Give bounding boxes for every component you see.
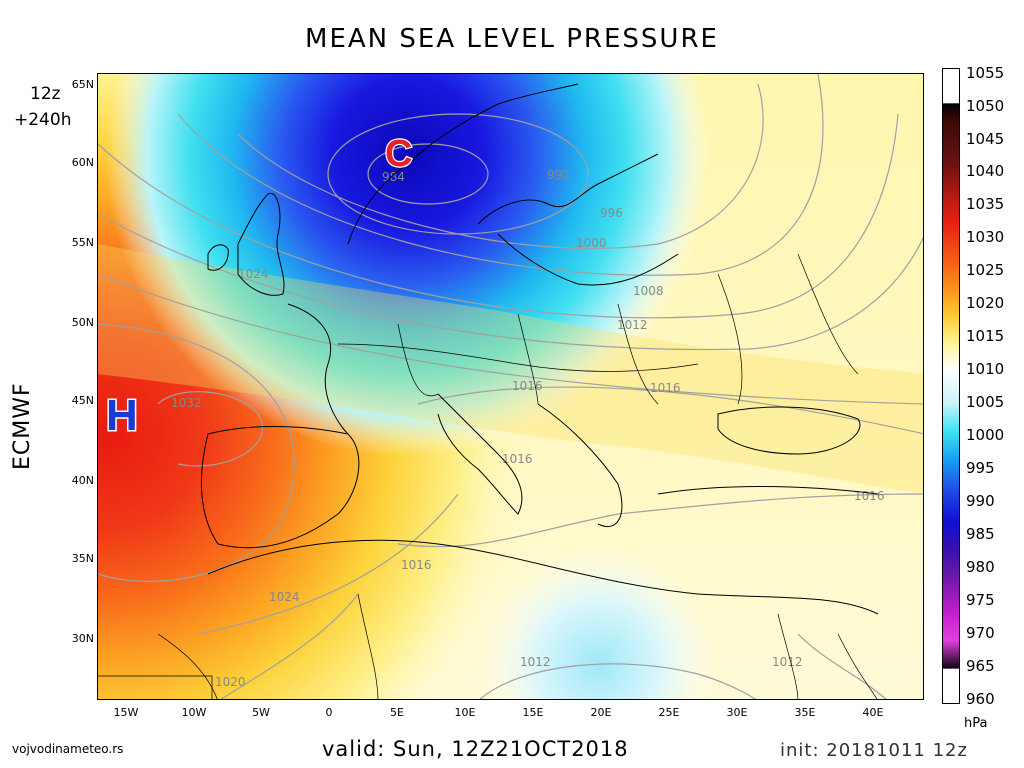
colorbar-label: 1035	[966, 195, 1005, 213]
lon-label-15w: 15W	[113, 706, 139, 719]
colorbar-label: 990	[966, 492, 995, 510]
colorbar-label: 1005	[966, 393, 1005, 411]
isobar-label: 1020	[215, 675, 246, 689]
model-name: ECMWF	[10, 382, 35, 470]
lon-label-0: 0	[325, 706, 333, 719]
colorbar-label: 1020	[966, 294, 1005, 312]
lon-label-15e: 15E	[522, 706, 544, 719]
lat-label-50n: 50N	[71, 316, 94, 329]
isobar-label: 1008	[633, 284, 664, 298]
colorbar-label: 995	[966, 459, 995, 477]
colorbar-label: 970	[966, 624, 995, 642]
colorbar-unit: hPa	[964, 716, 988, 731]
colorbar-label: 1025	[966, 261, 1005, 279]
lat-label-35n: 35N	[71, 552, 94, 565]
lat-label-60n: 60N	[71, 156, 94, 169]
isobar-label: 1012	[617, 318, 648, 332]
isobar-label: 1016	[502, 452, 533, 466]
scandinavian-low-fill	[98, 74, 923, 699]
colorbar-label: 985	[966, 525, 995, 543]
isobar-label: 1016	[512, 379, 543, 393]
run-hour: 12z	[30, 84, 61, 104]
site-credit: vojvodinameteo.rs	[12, 742, 124, 756]
isobar-label: 1012	[772, 655, 803, 669]
isobars	[98, 74, 923, 699]
lon-label-5w: 5W	[252, 706, 270, 719]
isobar-label: 1000	[576, 236, 607, 250]
coastlines	[98, 83, 879, 699]
isobar-label: 1032	[171, 396, 202, 410]
colorbar-label: 1010	[966, 360, 1005, 378]
colorbar-label: 1040	[966, 162, 1005, 180]
high-pressure-symbol: H	[106, 391, 138, 440]
lat-label-45n: 45N	[71, 394, 94, 407]
isobar-label: 1024	[238, 267, 269, 281]
colorbar-label: 975	[966, 591, 995, 609]
lon-label-40e: 40E	[862, 706, 884, 719]
map-title: MEAN SEA LEVEL PRESSURE	[305, 24, 719, 54]
valid-time: valid: Sun, 12Z21OCT2018	[322, 737, 629, 761]
isobar-label: 992	[547, 168, 570, 182]
colorbar-label: 960	[966, 690, 995, 708]
lat-label-40n: 40N	[71, 474, 94, 487]
isobar-label: 1016	[401, 558, 432, 572]
pressure-colorbar	[942, 68, 960, 704]
central-europe-yellow-band	[98, 244, 923, 494]
lat-label-55n: 55N	[71, 236, 94, 249]
isobar-label: 1024	[269, 590, 300, 604]
pressure-map[interactable]: 984 992 996 1000 1008 1012 1016 1016 101…	[97, 73, 924, 700]
lat-label-30n: 30N	[71, 632, 94, 645]
low-pressure-symbol: C	[385, 133, 412, 175]
colorbar-label: 1045	[966, 130, 1005, 148]
lon-label-25e: 25E	[658, 706, 680, 719]
lead-time: +240h	[14, 110, 72, 130]
isobar-label: 1016	[854, 489, 885, 503]
isobar-label: 1012	[520, 655, 551, 669]
colorbar-label: 1050	[966, 97, 1005, 115]
colorbar-label: 1015	[966, 327, 1005, 345]
lat-label-65n: 65N	[71, 78, 94, 91]
lon-label-10w: 10W	[181, 706, 207, 719]
colorbar-label: 1000	[966, 426, 1005, 444]
isobar-label: 996	[600, 206, 623, 220]
colorbar-label: 1030	[966, 228, 1005, 246]
colorbar-label: 965	[966, 657, 995, 675]
lon-label-10e: 10E	[454, 706, 476, 719]
lon-label-30e: 30E	[726, 706, 748, 719]
lon-label-35e: 35E	[794, 706, 816, 719]
isobar-label: 1016	[650, 381, 681, 395]
colorbar-label: 980	[966, 558, 995, 576]
colorbar-label: 1055	[966, 64, 1005, 82]
lon-label-20e: 20E	[590, 706, 612, 719]
lon-label-5e: 5E	[390, 706, 404, 719]
init-time: init: 20181011 12z	[780, 740, 968, 761]
